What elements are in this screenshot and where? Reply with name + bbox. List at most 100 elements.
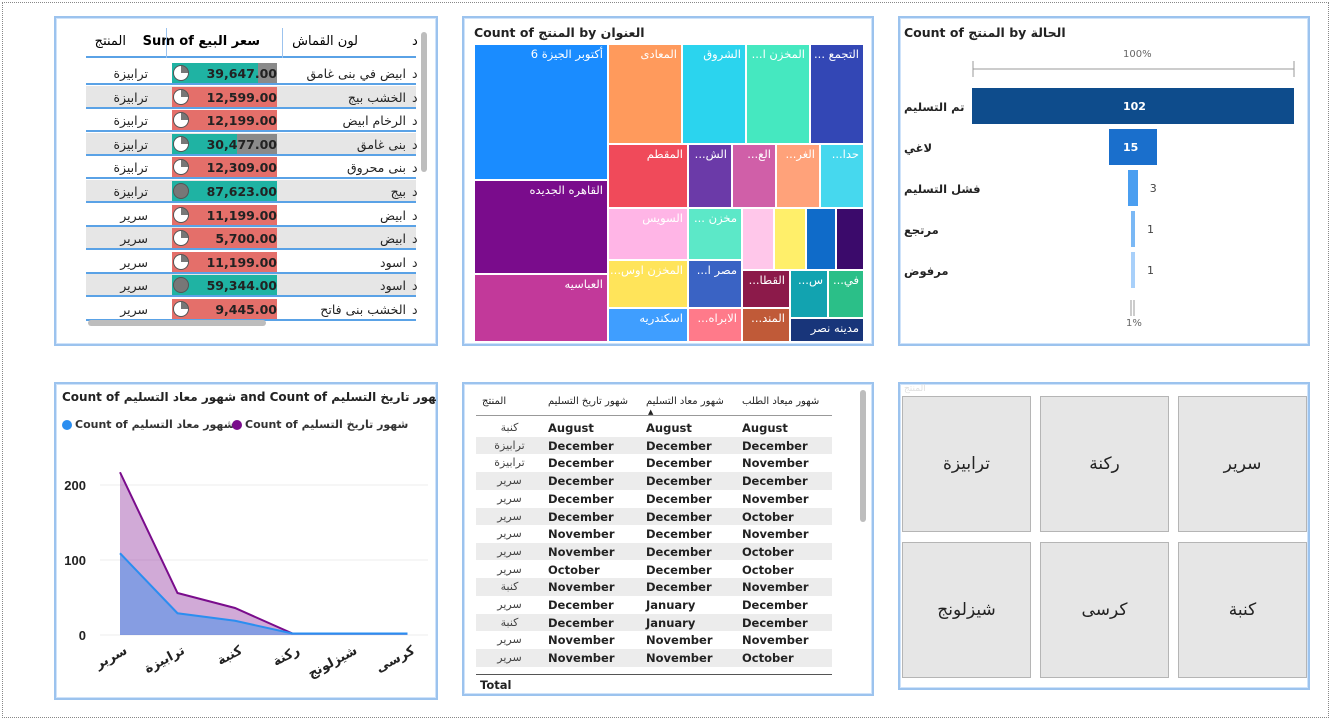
- slicer-tile[interactable]: كرسى: [1040, 542, 1169, 678]
- treemap-tile[interactable]: حدا...: [820, 144, 864, 208]
- slicer-tile[interactable]: ركنة: [1040, 396, 1169, 532]
- treemap-tile[interactable]: الشروق: [682, 44, 746, 144]
- due-month-cell: December: [646, 527, 712, 542]
- horizontal-scrollbar[interactable]: [88, 320, 266, 326]
- product-cell: ترابيزة: [113, 66, 148, 81]
- product-cell: كنبة: [500, 580, 519, 594]
- table-row[interactable]: October December October سرير: [476, 561, 832, 579]
- table-row[interactable]: October December November سرير: [476, 542, 832, 561]
- table-row[interactable]: October December December سرير: [476, 507, 832, 526]
- color-cell: ابيض في بنى غامق: [306, 66, 407, 81]
- product-cell: ترابيزة: [113, 113, 148, 129]
- treemap-tile[interactable]: [836, 208, 864, 270]
- treemap-tile[interactable]: المقطم: [608, 144, 688, 208]
- table-row[interactable]: December December December سرير: [476, 472, 832, 490]
- slicer-tile[interactable]: شيزلونج: [902, 542, 1031, 678]
- treemap-tile[interactable]: مخزن ...: [688, 208, 742, 260]
- treemap-tile[interactable]: [806, 208, 836, 270]
- funnel-bar[interactable]: [1128, 170, 1138, 206]
- table-row[interactable]: سرير 11,199.00 اسود د: [86, 251, 418, 274]
- header-order-month[interactable]: شهور ميعاد الطلب: [742, 396, 820, 407]
- header-row: لون القماش Sum of سعر البيع المنتج د: [86, 28, 418, 58]
- due-month-cell: December: [646, 438, 712, 453]
- pie-icon: [173, 65, 189, 81]
- table-row[interactable]: November December November كنبة: [476, 578, 832, 596]
- value-bar-rest: [185, 228, 277, 249]
- table-row[interactable]: سرير 9,445.00 الخشب بنى فاتح د: [86, 298, 418, 321]
- sale-value: 59,344.00: [206, 278, 277, 294]
- table-row[interactable]: ترابيزة 12,199.00 الرخام ابيض د: [86, 109, 418, 133]
- treemap-tile[interactable]: العباسيه: [474, 274, 608, 342]
- treemap-tile[interactable]: الع...: [732, 144, 776, 208]
- pie-icon: [173, 253, 189, 270]
- funnel-bar[interactable]: [1131, 252, 1135, 288]
- treemap-tile[interactable]: مدينه نصر: [790, 318, 864, 342]
- sales-by-color-table[interactable]: لون القماش Sum of سعر البيع المنتج د ترا…: [54, 16, 438, 346]
- address-treemap[interactable]: Count of المنتج by العنوان أكتوبر الجيزة…: [462, 16, 874, 346]
- slicer-tile[interactable]: سرير: [1178, 396, 1307, 532]
- table-row[interactable]: December January December سرير: [476, 596, 832, 614]
- vertical-scrollbar[interactable]: [421, 32, 427, 172]
- vertical-scrollbar[interactable]: [860, 390, 866, 522]
- table-row[interactable]: ترابيزة 30,477.00 بنى غامق د: [86, 132, 418, 156]
- funnel-bar[interactable]: [972, 88, 1294, 124]
- table-row[interactable]: ترابيزة 87,623.00 بيج د: [86, 180, 418, 203]
- row-divider: [86, 153, 416, 156]
- table-row[interactable]: سرير 5,700.00 ابيض د: [86, 227, 418, 251]
- table-row[interactable]: October November November سرير: [476, 649, 832, 667]
- table-row[interactable]: November December December ترابيزة: [476, 454, 832, 472]
- table-row[interactable]: December January December كنبة: [476, 613, 832, 632]
- treemap-tile[interactable]: السويس: [608, 208, 688, 260]
- table-row[interactable]: November November November سرير: [476, 631, 832, 649]
- treemap-tile[interactable]: [774, 208, 806, 270]
- product-cell: سرير: [497, 651, 522, 665]
- header-price[interactable]: Sum of سعر البيع: [142, 34, 260, 49]
- funnel-stage-label: مرتجع: [904, 223, 939, 237]
- slicer-tile[interactable]: كنبة: [1178, 542, 1307, 678]
- table-row[interactable]: September November October...: [476, 667, 832, 671]
- header-due-month[interactable]: شهور معاد التسليم: [646, 396, 724, 407]
- product-slicer[interactable]: المنتج سرير ركنة ترابيزة كنبة كرسى شيزلونج: [898, 382, 1310, 690]
- treemap-tile[interactable]: التجمع ...: [810, 44, 864, 144]
- table-row[interactable]: November December November سرير: [476, 525, 832, 543]
- treemap-tile[interactable]: الغر...: [776, 144, 820, 208]
- treemap-tile[interactable]: اسكندريه: [608, 308, 688, 342]
- treemap-tile[interactable]: الابراه...: [688, 308, 742, 342]
- treemap-tile[interactable]: المخزن اوس...: [608, 260, 688, 308]
- header-product[interactable]: المنتج: [482, 396, 507, 407]
- product-cell: ترابيزة: [113, 184, 148, 199]
- header-color[interactable]: لون القماش: [292, 34, 358, 49]
- bottom-bracket: [1130, 300, 1135, 316]
- table-row[interactable]: سرير 59,344.00 اسود د: [86, 274, 418, 298]
- treemap-tile[interactable]: المخزن ا...: [746, 44, 810, 144]
- status-funnel[interactable]: Count of المنتج by الحالة 100% تم التسلي…: [898, 16, 1310, 346]
- table-row[interactable]: December December December ترابيزة: [476, 436, 832, 455]
- table-row[interactable]: سرير 11,199.00 ابيض د: [86, 204, 418, 227]
- header-product[interactable]: المنتج: [94, 34, 126, 49]
- table-row[interactable]: November December December سرير: [476, 490, 832, 508]
- funnel-bar[interactable]: [1131, 211, 1135, 247]
- delivery-area-chart[interactable]: Count of شهور معاد التسليم and Count of …: [54, 382, 438, 700]
- delivery-month-cell: December: [548, 509, 614, 524]
- table-row[interactable]: ترابيزة 39,647.00 ابيض في بنى غامق د: [86, 62, 418, 85]
- table-row[interactable]: ترابيزة 12,309.00 بنى محروق د: [86, 156, 418, 180]
- delivery-month-cell: October: [548, 562, 600, 577]
- treemap-tile[interactable]: س...: [790, 270, 828, 318]
- funnel-bar[interactable]: [1109, 129, 1157, 165]
- table-row[interactable]: August August August كنبة: [476, 419, 832, 437]
- table-row[interactable]: ترابيزة 12,599.00 الخشب بيج د: [86, 85, 418, 109]
- treemap-tile[interactable]: المند...: [742, 308, 790, 342]
- sort-arrow-icon[interactable]: ▲: [648, 408, 654, 416]
- treemap-tile[interactable]: القاهره الجديده: [474, 180, 608, 274]
- treemap-tile[interactable]: الش...: [688, 144, 732, 208]
- row-divider: [86, 224, 416, 227]
- slicer-tile[interactable]: ترابيزة: [902, 396, 1031, 532]
- treemap-tile[interactable]: القطا...: [742, 270, 790, 308]
- header-delivery-month[interactable]: شهور تاريخ التسليم: [548, 396, 628, 407]
- treemap-tile[interactable]: في...: [828, 270, 864, 318]
- treemap-tile[interactable]: مصر ا...: [688, 260, 742, 308]
- months-table[interactable]: شهور ميعاد الطلب شهور معاد التسليم ▲ شهو…: [462, 382, 874, 696]
- treemap-tile[interactable]: [742, 208, 774, 270]
- treemap-tile[interactable]: أكتوبر الجيزة 6: [474, 44, 608, 180]
- treemap-tile[interactable]: المعادى: [608, 44, 682, 144]
